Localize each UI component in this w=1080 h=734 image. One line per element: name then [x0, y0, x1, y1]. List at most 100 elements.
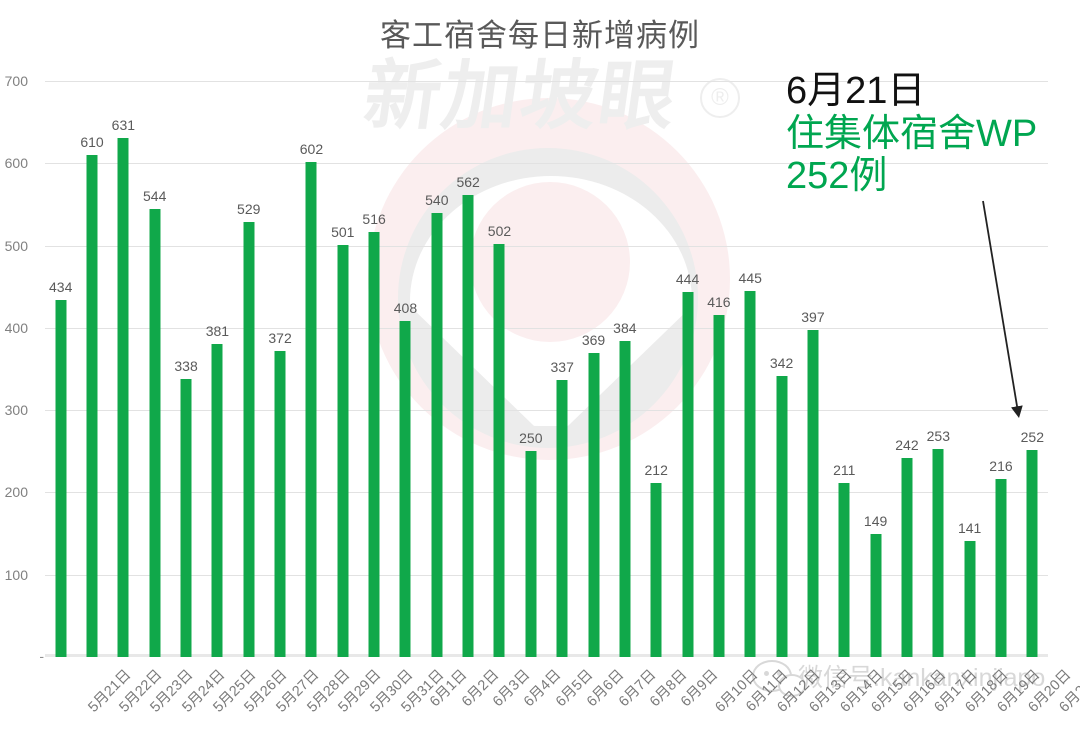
bar-value-label: 372 [268, 329, 292, 346]
bar[interactable] [713, 314, 725, 657]
bar-value-label: 602 [299, 140, 324, 157]
gridline [45, 574, 1048, 576]
bar-slot[interactable]: 397 [797, 81, 828, 657]
bar-slot[interactable]: 338 [170, 81, 201, 657]
bar[interactable] [399, 321, 411, 657]
bar-value-label: 397 [801, 309, 825, 326]
annotation-line1: 住集体宿舍WP [786, 112, 1038, 155]
bar-slot[interactable]: 211 [829, 81, 860, 657]
bar-value-label: 631 [111, 116, 136, 133]
y-axis-tick-label: 700 [4, 73, 28, 89]
bar[interactable] [556, 379, 568, 657]
bar-value-label: 342 [769, 354, 794, 371]
bar-slot[interactable]: 372 [264, 81, 295, 657]
bar[interactable] [901, 457, 913, 657]
bar-value-label: 149 [863, 513, 888, 530]
bar[interactable] [368, 232, 380, 657]
bar-slot[interactable]: 337 [547, 81, 578, 657]
bar-slot[interactable]: 416 [703, 81, 734, 657]
bar-value-label: 242 [895, 436, 919, 453]
annotation-date: 6月21日 [786, 70, 926, 112]
bar[interactable] [211, 343, 223, 657]
bar-slot[interactable]: 544 [139, 81, 170, 657]
bar-slot[interactable]: 516 [358, 81, 389, 657]
bar-value-label: 544 [143, 188, 167, 205]
bar-value-label: 337 [550, 358, 574, 375]
bar-slot[interactable]: 434 [45, 81, 76, 657]
bar-value-label: 141 [957, 519, 982, 536]
bar-value-label: 252 [1020, 428, 1045, 445]
bar-slot[interactable]: 529 [233, 81, 264, 657]
bar-value-label: 501 [331, 223, 355, 240]
bar-value-label: 211 [833, 462, 856, 479]
bar-value-label: 253 [926, 427, 950, 444]
bar-value-label: 610 [80, 134, 104, 151]
y-axis-tick-label: 400 [4, 319, 28, 336]
bar-slot[interactable]: 381 [202, 81, 233, 657]
bar-slot[interactable]: 212 [641, 81, 672, 657]
bar-slot[interactable]: 342 [766, 81, 797, 657]
bar[interactable] [1026, 449, 1038, 657]
bar-value-label: 338 [174, 357, 198, 374]
bar-slot[interactable]: 369 [578, 81, 609, 657]
bar-slot[interactable]: 149 [860, 81, 891, 657]
bar-slot[interactable]: 610 [76, 81, 107, 657]
bar[interactable] [274, 350, 286, 657]
bar[interactable] [462, 194, 474, 657]
bar[interactable] [588, 353, 600, 657]
bar[interactable] [337, 244, 349, 657]
y-axis-tick-label: 200 [4, 484, 28, 501]
bar-slot[interactable]: 562 [452, 81, 483, 657]
bar-slot[interactable]: 252 [1017, 81, 1048, 657]
y-axis-zero-tick: - [39, 648, 44, 664]
bar-value-label: 529 [237, 200, 261, 217]
bar[interactable] [180, 378, 192, 657]
bar-slot[interactable]: 444 [672, 81, 703, 657]
bar-value-label: 384 [613, 320, 637, 337]
bar[interactable] [807, 330, 819, 657]
bar-slot[interactable]: 242 [891, 81, 922, 657]
bar-slot[interactable]: 384 [609, 81, 640, 657]
bar[interactable] [55, 299, 67, 657]
bar[interactable] [243, 221, 255, 657]
bar-value-label: 381 [205, 322, 230, 339]
bar[interactable] [619, 341, 631, 657]
bar[interactable] [650, 482, 662, 657]
bar-slot[interactable]: 501 [327, 81, 358, 657]
bar[interactable] [149, 209, 161, 657]
bar[interactable] [86, 155, 98, 657]
bar-slot[interactable]: 141 [954, 81, 985, 657]
bar[interactable] [305, 161, 317, 657]
bar[interactable] [995, 479, 1007, 657]
bar[interactable] [493, 243, 505, 657]
bar-value-label: 212 [644, 461, 668, 478]
bar[interactable] [744, 290, 756, 657]
x-axis-line [45, 654, 1048, 657]
bar-slot[interactable]: 502 [484, 81, 515, 657]
annotation-block: 6月21日 住集体宿舍WP 252例 [786, 70, 1037, 198]
bar-slot[interactable]: 253 [923, 81, 954, 657]
bar-slot[interactable]: 540 [421, 81, 452, 657]
bar[interactable] [682, 291, 694, 657]
bar-slot[interactable]: 216 [985, 81, 1016, 657]
bar[interactable] [870, 534, 882, 657]
bar[interactable] [838, 483, 850, 657]
bar[interactable] [776, 375, 788, 657]
bar-value-label: 434 [48, 278, 73, 295]
bar-slot[interactable]: 250 [515, 81, 546, 657]
bar-slot[interactable]: 408 [390, 81, 421, 657]
bar-value-label: 502 [487, 222, 512, 239]
bar[interactable] [932, 448, 944, 657]
y-axis-tick-label: 600 [4, 155, 28, 172]
bar[interactable] [431, 212, 443, 657]
bar-slot[interactable]: 602 [296, 81, 327, 657]
bar[interactable] [964, 540, 976, 657]
bar[interactable] [525, 451, 537, 657]
bar-slot[interactable]: 631 [108, 81, 139, 657]
y-axis-tick-label: 100 [4, 566, 28, 583]
bar[interactable] [117, 137, 129, 657]
bar-slot[interactable]: 445 [735, 81, 766, 657]
chart-title: 客工宿舍每日新增病例 [380, 18, 700, 53]
bar-value-label: 444 [675, 270, 700, 287]
